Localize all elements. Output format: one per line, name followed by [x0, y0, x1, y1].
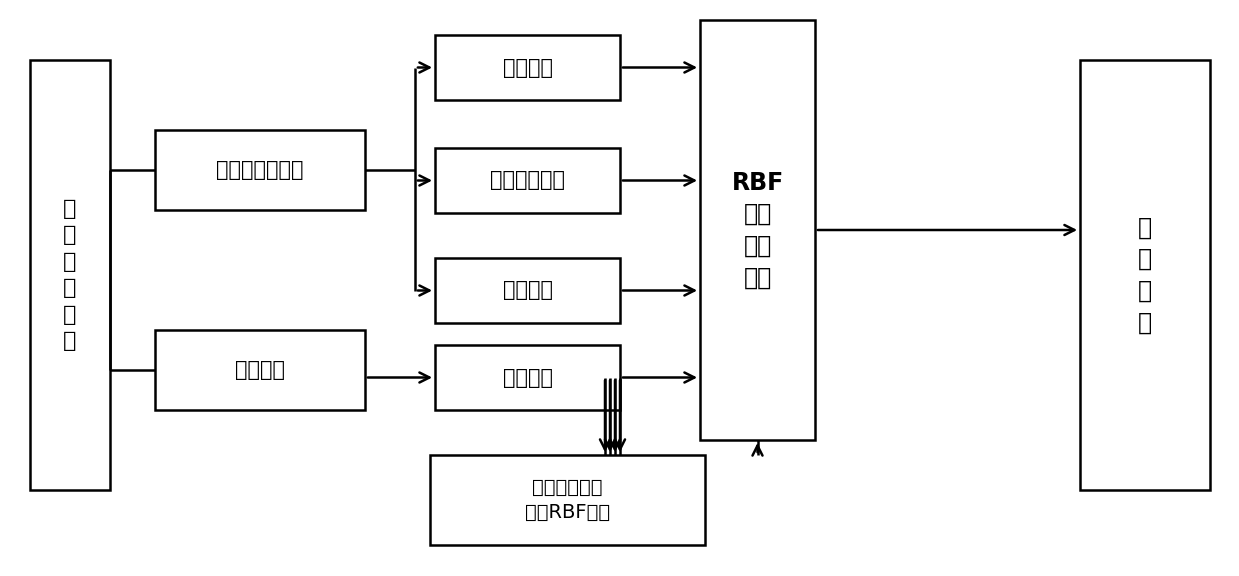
Bar [155, 330, 366, 410]
Bar [435, 345, 620, 410]
Text: 选
线
结
果: 选 线 结 果 [1137, 215, 1152, 335]
Bar [435, 148, 620, 213]
Text: 暂态分量: 暂态分量 [503, 367, 553, 388]
Bar [155, 130, 366, 210]
Text: 快速傅里叶变换: 快速傅里叶变换 [217, 160, 304, 180]
Bar [435, 35, 620, 100]
Text: RBF
神经
网络
模型: RBF 神经 网络 模型 [731, 170, 783, 289]
Bar [30, 60, 110, 490]
Text: 小波分析: 小波分析 [235, 360, 285, 380]
Text: 基波分量: 基波分量 [503, 58, 553, 78]
Text: 五次谐波分量: 五次谐波分量 [489, 170, 565, 191]
Bar [700, 20, 815, 440]
Bar [430, 455, 705, 545]
Bar [435, 258, 620, 323]
Text: 零
序
电
流
信
号: 零 序 电 流 信 号 [63, 199, 77, 351]
Bar [1080, 60, 1211, 490]
Text: 差分进化算法
训练RBF网络: 差分进化算法 训练RBF网络 [525, 478, 610, 522]
Text: 有功分量: 有功分量 [503, 281, 553, 301]
